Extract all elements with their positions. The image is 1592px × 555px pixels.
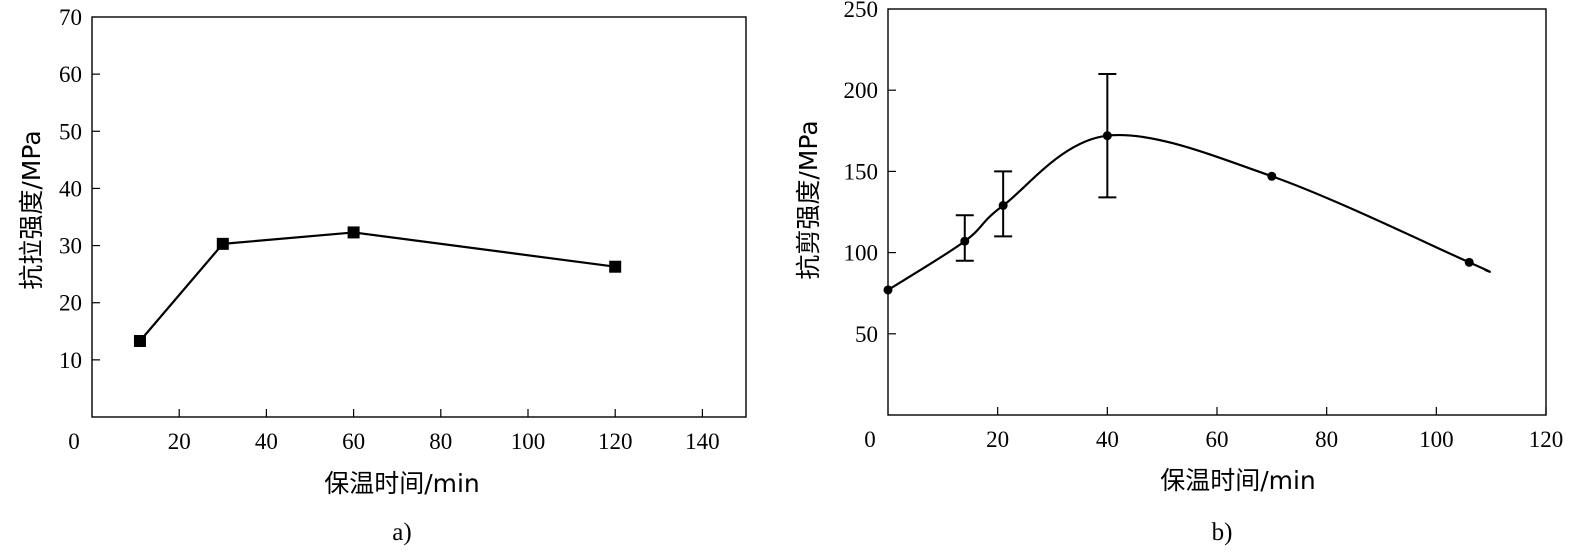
- x-tick-label-b: 40: [1096, 427, 1119, 452]
- x-axis-title-b: 保温时间/min: [1160, 466, 1316, 495]
- x-tick-label-a: 0: [68, 429, 80, 454]
- data-point-b: [1267, 171, 1277, 181]
- y-tick-label-a: 10: [59, 348, 82, 373]
- x-tick-label-b: 60: [1206, 427, 1229, 452]
- x-tick-label-a: 120: [598, 429, 633, 454]
- panel-b: 0 20 40 60 80 100 120 50 100 150 200 250 保温时间/min 抗…: [794, 0, 1563, 546]
- x-tick-label-a: 20: [168, 429, 191, 454]
- panel-a: 0 20 40 60 80 100 120 140 10 20 30 40 50 60 70 保温时间/mi…: [17, 5, 747, 546]
- ticks-b: 0 20 40 60 80 100 120 50 100 150 200 250: [844, 0, 1564, 452]
- x-tick-label-a: 40: [255, 429, 278, 454]
- y-tick-label-b: 150: [844, 159, 879, 184]
- y-tick-label-a: 20: [59, 291, 82, 316]
- data-point-b: [883, 285, 893, 295]
- y-tick-label-b: 50: [855, 322, 878, 347]
- panel-label-a: a): [392, 519, 411, 546]
- x-tick-label-b: 20: [986, 427, 1009, 452]
- x-tick-label-b: 120: [1529, 427, 1564, 452]
- y-tick-label-b: 100: [844, 241, 879, 266]
- y-tick-label-a: 40: [59, 176, 82, 201]
- series-line-a: [139, 231, 616, 342]
- y-tick-label-b: 200: [844, 78, 879, 103]
- x-tick-label-a: 80: [429, 429, 452, 454]
- data-point-a: [609, 260, 622, 273]
- x-tick-label-b: 80: [1315, 427, 1338, 452]
- y-tick-label-b: 250: [844, 0, 879, 22]
- data-point-b: [1464, 257, 1474, 267]
- series-a: [133, 226, 622, 347]
- data-point-b: [1102, 131, 1112, 141]
- y-tick-label-a: 70: [59, 5, 82, 30]
- x-tick-label-a: 60: [342, 429, 365, 454]
- y-axis-title-a: 抗拉强度/MPa: [17, 130, 46, 289]
- data-point-a: [133, 335, 146, 347]
- data-point-b: [960, 236, 970, 246]
- y-axis-title-b: 抗剪强度/MPa: [794, 120, 823, 279]
- y-tick-label-a: 30: [59, 234, 82, 259]
- series-line-b: [887, 133, 1491, 291]
- x-axis-title-a: 保温时间/min: [324, 469, 480, 498]
- series-b: [883, 72, 1491, 295]
- y-tick-label-a: 50: [59, 119, 82, 144]
- x-tick-label-a: 140: [685, 429, 720, 454]
- plot-frame-a: [91, 16, 747, 418]
- data-point-a: [347, 226, 360, 239]
- x-tick-label-a: 100: [511, 429, 546, 454]
- plot-frame-b: [887, 8, 1547, 416]
- panel-label-b: b): [1212, 519, 1233, 546]
- x-tick-label-b: 100: [1419, 427, 1454, 452]
- data-point-a: [216, 237, 229, 250]
- data-point-b: [998, 201, 1008, 211]
- y-tick-label-a: 60: [59, 62, 82, 87]
- ticks-a: 0 20 40 60 80 100 120 140 10 20 30 40 50 60 70: [59, 5, 720, 454]
- x-tick-label-b: 0: [864, 427, 876, 452]
